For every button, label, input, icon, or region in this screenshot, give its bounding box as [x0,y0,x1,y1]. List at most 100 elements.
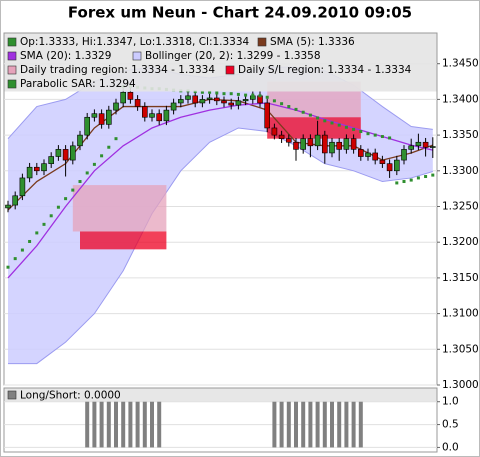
candle-body [422,141,429,148]
sar-dot [416,176,420,180]
chart-title: Forex um Neun - Chart 24.09.2010 09:05 [68,4,412,22]
y-tick-label: 1.3350 [442,129,479,141]
bar [351,401,356,448]
legend-swatch [7,37,17,47]
candle-body [178,99,184,104]
sar-dot [373,133,377,137]
candle-body [77,134,83,147]
candle-body [127,91,134,100]
sar-dot [236,92,240,96]
sar-dot [56,205,60,209]
sar-dot [280,102,284,106]
candle-body [26,166,33,179]
bar [294,401,298,448]
candle-body [142,106,148,118]
candle-body [19,177,26,197]
sar-dot [337,123,341,127]
candle-body [70,145,76,161]
sar-dot [92,162,96,166]
y-tick-label: 1.3200 [442,236,479,248]
bar [322,401,327,448]
legend-background [4,33,437,92]
legend-swatch [7,65,17,75]
legend-label: Op:1.3333, Hi:1.3347, Lo:1.3318, Cl:1.33… [20,36,250,48]
legend-label: Parabolic SAR: 1.3294 [20,78,136,90]
sar-dot [64,197,68,201]
candle-body [98,113,105,125]
legend-swatch [225,65,235,75]
candle-body [113,102,119,111]
band-lower [8,127,433,365]
sar-dot [100,154,104,158]
sar-dot [222,92,226,96]
y-tick-label: 1.3450 [442,58,479,70]
legend-background [4,388,437,402]
y-tick-label: 1.3000 [442,379,479,391]
candle-body [386,163,393,172]
candle-body [91,113,98,118]
bar [344,401,349,448]
bar [128,401,133,448]
candle-body [106,109,112,125]
bar [315,401,320,448]
candle-body [62,149,69,161]
candle-body [84,116,90,136]
sar-dot [294,107,298,111]
sar-dot [301,110,305,114]
candle-body [134,99,141,107]
legend-swatch [7,79,17,89]
sar-dot [85,171,89,175]
legend-label: Daily S/L region: 1.3334 - 1.3334 [238,64,412,76]
candle-body [41,163,47,172]
sar-dot [323,119,327,123]
sar-dot [344,125,348,129]
sar-dot [71,188,75,192]
sar-dot [258,94,262,98]
sar-dot [287,105,291,109]
legend-swatch [257,37,267,47]
candle-body [293,141,299,150]
candle-body [300,138,307,150]
bar [279,401,284,448]
bar [142,401,147,448]
candle-body [206,97,213,100]
y-tick-label: 0.5 [442,419,459,431]
sar-dot [409,178,413,182]
candle-body [393,159,400,172]
y-tick-label: 1.3250 [442,201,479,213]
region-box [80,231,167,250]
candle-body [408,145,415,150]
legend-label: SMA (20): 1.3329 [20,50,111,62]
sar-dot [316,116,320,120]
sar-dot [193,90,197,94]
y-tick-label: 1.3150 [442,272,479,284]
sar-dot [352,127,356,131]
candle-body [228,102,234,106]
y-tick-label: 1.3100 [442,308,479,320]
sar-dot [35,231,39,235]
sar-dot [395,181,399,185]
legend-label: Daily trading region: 1.3334 - 1.3334 [20,64,215,76]
legend-swatch [132,51,142,61]
sar-dot [208,90,212,94]
bar [330,401,334,448]
sar-dot [244,93,248,97]
candle-body [357,149,364,157]
legend-swatch [7,51,17,61]
sar-dot [431,173,435,177]
bar [150,401,154,448]
candle-body [192,95,198,104]
sar-dot [20,248,24,252]
candle-body [185,95,191,100]
sar-dot [388,136,392,140]
region-box [72,185,167,232]
bar [114,401,118,448]
sar-dot [265,95,269,99]
candle-body [33,166,40,172]
candle-body [242,99,249,102]
sar-dot [380,135,384,139]
bar [135,401,140,448]
candle-body [120,91,126,104]
bar [157,401,162,448]
candle-body [314,134,321,147]
